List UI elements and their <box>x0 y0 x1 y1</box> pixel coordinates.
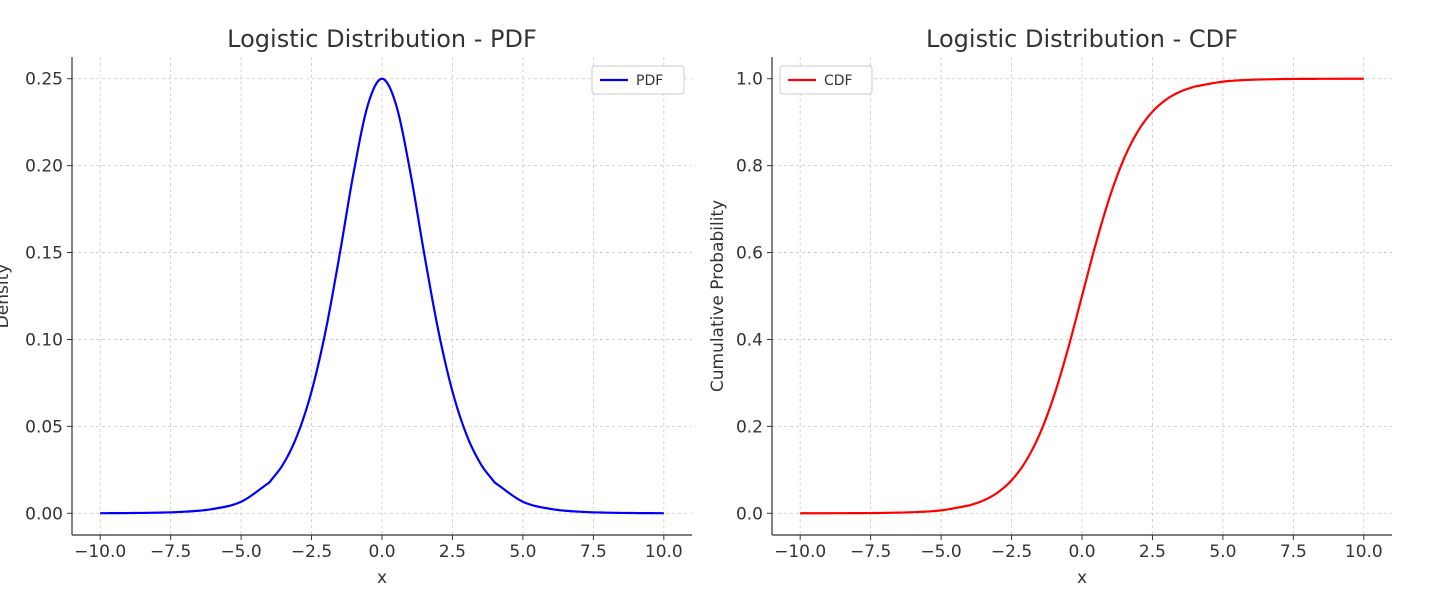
x-tick-label: 0.0 <box>368 542 395 562</box>
y-tick-label: 0.25 <box>25 70 63 90</box>
legend: PDF <box>591 65 685 95</box>
x-tick-label: −10.0 <box>74 542 126 562</box>
y-tick-label: 0.8 <box>736 157 763 177</box>
x-tick-label: 5.0 <box>509 542 536 562</box>
x-tick-label: 10.0 <box>1345 542 1383 562</box>
x-tick-label: 7.5 <box>580 542 607 562</box>
y-axis-label: Density <box>0 264 13 329</box>
series-line-cdf <box>800 77 1364 515</box>
y-tick-label: 0.20 <box>25 157 63 177</box>
y-axis-label: Cumulative Probability <box>708 200 728 392</box>
x-tick-label: 7.5 <box>1280 542 1307 562</box>
chart-panel-cdf: −10.0 −7.5 −5.0 −2.5 0.0 2.5 5.0 7.5 10.0 0.0 0.2 0… <box>708 25 1392 588</box>
x-tick-label: 2.5 <box>1139 542 1166 562</box>
y-tick-label: 0.15 <box>25 244 63 264</box>
y-tick-label: 0.00 <box>25 504 63 524</box>
x-axis-label: x <box>377 568 387 588</box>
x-tick-label: −7.5 <box>850 542 891 562</box>
legend-label: PDF <box>636 73 663 89</box>
x-tick-label: −5.0 <box>220 542 261 562</box>
y-tick-label: 0.6 <box>736 244 763 264</box>
x-tick-label: 0.0 <box>1068 542 1095 562</box>
legend-box <box>591 65 685 95</box>
x-tick-label: −7.5 <box>150 542 191 562</box>
y-tick-label: 0.0 <box>736 504 763 524</box>
x-tick-label: −2.5 <box>291 542 332 562</box>
chart-title: Logistic Distribution - CDF <box>926 25 1238 53</box>
y-tick-label: 0.2 <box>736 417 763 437</box>
chart-title: Logistic Distribution - PDF <box>227 25 537 53</box>
x-tick-label: 10.0 <box>645 542 683 562</box>
legend-box <box>779 65 873 95</box>
legend-label: CDF <box>824 73 853 89</box>
y-tick-label: 1.0 <box>736 70 763 90</box>
y-tick-label: 0.10 <box>25 330 63 350</box>
legend: CDF <box>779 65 873 95</box>
y-tick-label: 0.05 <box>25 417 63 437</box>
x-tick-label: 2.5 <box>439 542 466 562</box>
chart-panel-pdf: −10.0 −7.5 −5.0 −2.5 0.0 2.5 5.0 7.5 10.0 0.00 0.0… <box>0 25 692 588</box>
series-line-pdf <box>100 77 664 515</box>
x-tick-label: 5.0 <box>1209 542 1236 562</box>
x-tick-label: −5.0 <box>920 542 961 562</box>
y-tick-label: 0.4 <box>736 330 763 350</box>
x-tick-label: −10.0 <box>774 542 826 562</box>
x-axis-label: x <box>1077 568 1087 588</box>
x-tick-label: −2.5 <box>991 542 1032 562</box>
